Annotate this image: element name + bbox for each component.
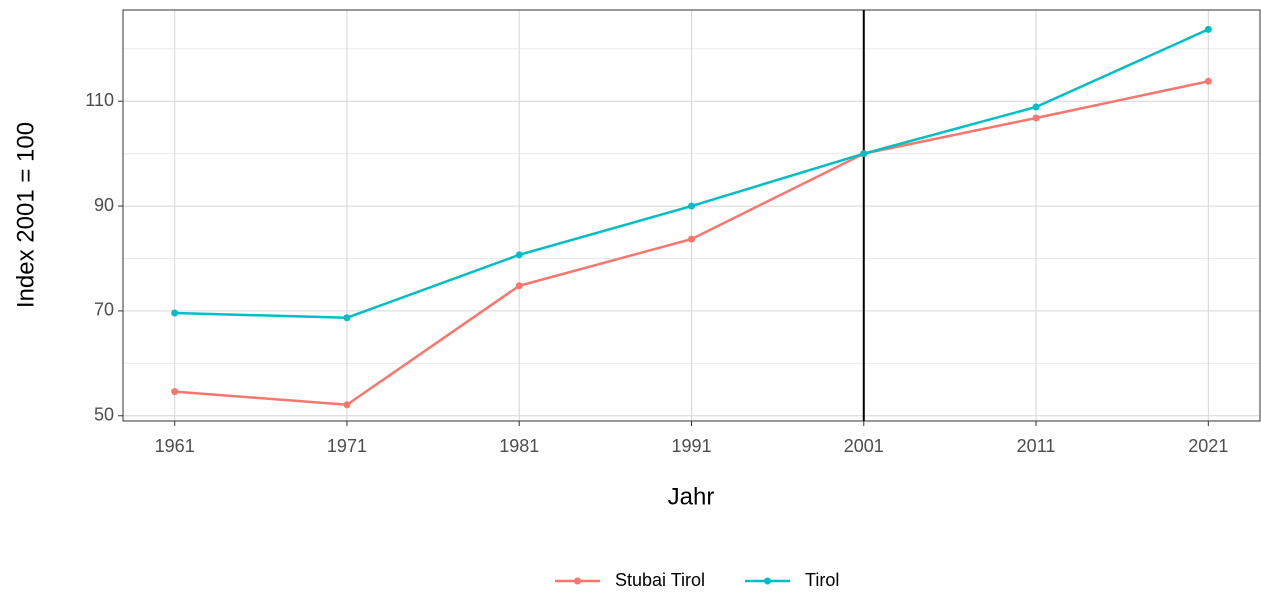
data-point — [515, 282, 523, 290]
y-tick-label: 50 — [94, 405, 114, 425]
legend-label: Stubai Tirol — [615, 570, 705, 590]
x-tick-label: 1971 — [327, 436, 367, 456]
data-point — [343, 401, 351, 409]
data-point — [860, 150, 868, 158]
legend-label: Tirol — [805, 570, 839, 590]
x-tick-label: 1961 — [155, 436, 195, 456]
panel-border — [122, 9, 1261, 422]
x-tick-label: 1981 — [499, 436, 539, 456]
data-point — [1204, 77, 1212, 85]
legend-key-point — [764, 577, 771, 585]
data-point — [688, 202, 695, 210]
data-point — [1204, 25, 1212, 33]
x-tick-label: 2001 — [844, 436, 884, 456]
data-point — [171, 388, 179, 396]
x-tick-label: 2011 — [1017, 436, 1056, 456]
y-tick-label: 90 — [94, 195, 114, 215]
x-tick-label: 1991 — [671, 436, 711, 456]
data-point — [343, 314, 351, 322]
y-axis-title: Index 2001 = 100 — [12, 122, 39, 308]
legend-key-point — [574, 577, 581, 585]
data-point — [688, 235, 695, 243]
data-point — [1032, 114, 1040, 122]
data-point — [171, 309, 179, 317]
y-tick-label: 110 — [85, 90, 114, 110]
data-point — [515, 251, 523, 259]
x-tick-label: 2021 — [1188, 436, 1228, 456]
data-point — [1032, 103, 1040, 111]
y-tick-label: 70 — [94, 300, 114, 320]
x-axis-title: Jahr — [668, 483, 715, 510]
